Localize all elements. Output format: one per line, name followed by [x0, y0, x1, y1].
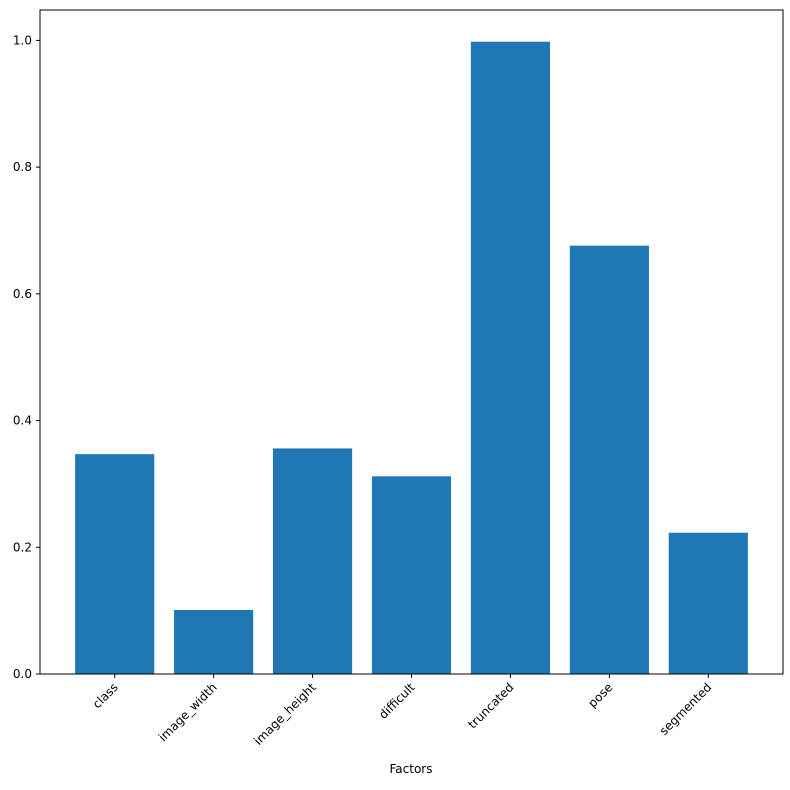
bar: [75, 454, 155, 674]
bar: [174, 610, 254, 674]
y-tick-label: 1.0: [13, 33, 32, 47]
x-tick-label: truncated: [465, 680, 516, 731]
x-tick-label: pose: [585, 680, 615, 710]
x-tick-label: segmented: [657, 680, 715, 738]
y-tick-label: 0.8: [13, 160, 32, 174]
y-tick-label: 0.0: [13, 667, 32, 681]
plot-frame: [39, 9, 784, 675]
y-tick-label: 0.4: [13, 414, 32, 428]
x-axis-label: Factors: [390, 762, 433, 776]
y-tick-label: 0.2: [13, 540, 32, 554]
bar: [470, 41, 551, 675]
bar: [371, 476, 452, 674]
x-tick-label: image_height: [251, 680, 319, 748]
x-tick-label: image_width: [156, 680, 220, 744]
y-tick-label: 0.6: [13, 287, 32, 301]
x-tick-label: difficult: [376, 680, 418, 722]
bar: [668, 532, 748, 674]
x-tick-label: class: [90, 680, 121, 711]
bar: [272, 448, 353, 674]
bar: [569, 245, 649, 675]
